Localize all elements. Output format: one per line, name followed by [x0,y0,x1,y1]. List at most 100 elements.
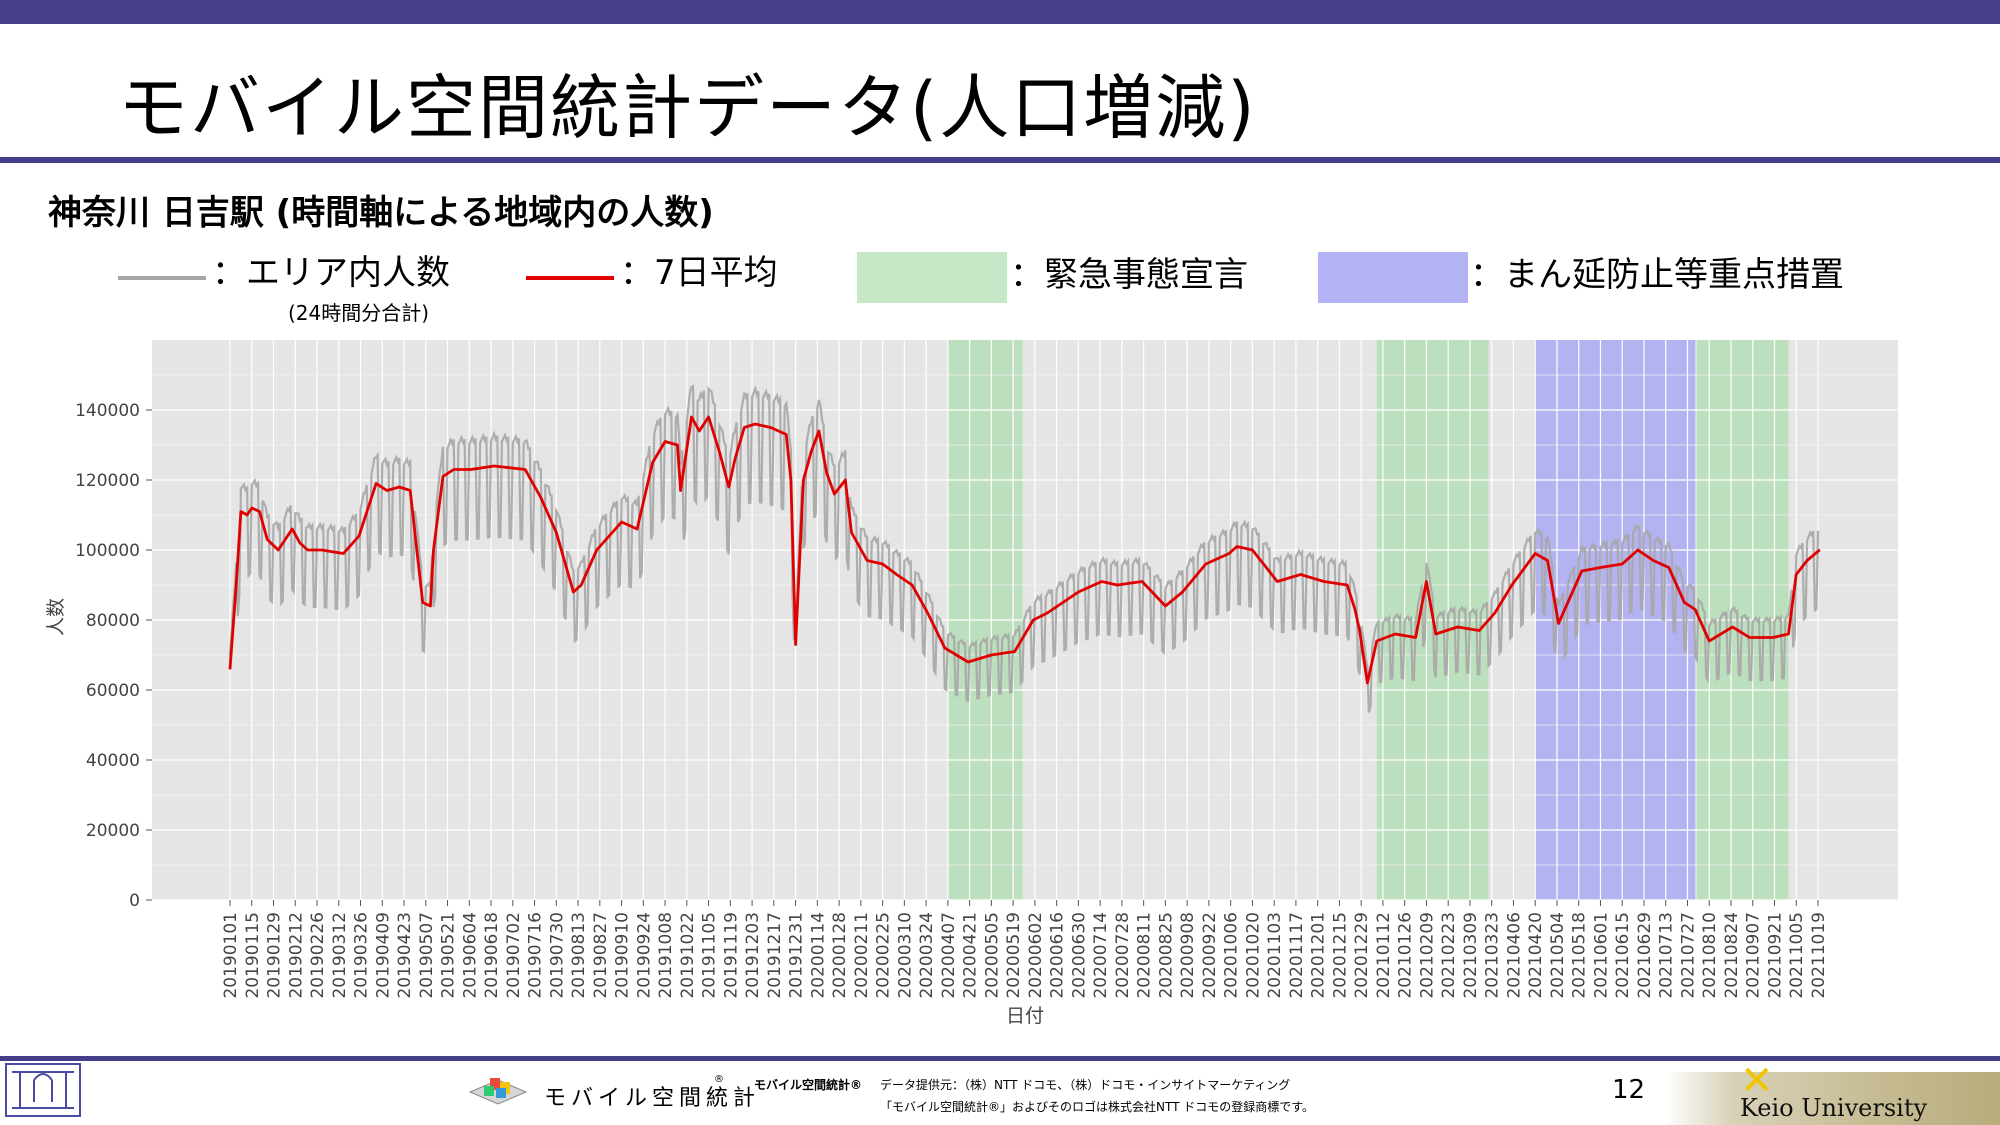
avg-point [802,479,805,481]
avg-point [1534,552,1537,555]
x-tick-label: 20210406 [1504,912,1524,999]
avg-point [1511,584,1513,586]
x-tick-label: 20190507 [417,912,437,999]
avg-point [1425,580,1428,583]
y-tick-label: 80000 [86,611,140,631]
legend-emergency-label: ：緊急事態宣言 [1010,255,1248,295]
x-tick-label: 20210126 [1396,912,1416,999]
x-tick-label: 20190716 [526,912,546,999]
x-tick-label: 20200908 [1178,912,1198,999]
avg-point [421,601,424,604]
avg-point [470,468,472,471]
x-tick-label: 20190129 [265,912,285,999]
avg-point [258,510,261,513]
avg-point [1694,608,1697,611]
x-tick-label: 20201229 [1352,912,1372,999]
avg-point [1787,633,1790,635]
x-tick-label: 20210420 [1526,912,1546,999]
avg-point [676,444,679,446]
x-tick-label: 20211005 [1787,912,1807,999]
avg-point [754,423,756,425]
avg-point [895,573,898,576]
avg-point [1141,580,1143,583]
avg-point [1236,545,1238,548]
avg-point [299,542,301,544]
x-tick-label: 20210309 [1461,912,1481,999]
avg-point [1077,591,1080,593]
avg-point [1456,626,1459,628]
x-tick-label: 20191022 [678,912,698,999]
avg-point [1636,549,1639,551]
y-tick-label: 120000 [75,471,140,491]
x-tick-label: 20200324 [917,912,937,999]
avg-point [1204,563,1207,565]
avg-point [651,461,654,464]
avg-point [1599,566,1602,569]
x-tick-label: 20190618 [482,912,502,999]
page-number: 12 [1612,1075,1646,1105]
avg-point [707,416,710,418]
avg-point [398,486,401,488]
x-tick-label: 20200310 [895,912,915,999]
x-tick-label: 20190827 [591,912,611,999]
x-tick-label: 20200811 [1135,912,1155,999]
x-tick-label: 20190604 [460,912,480,999]
avg-point [572,591,575,593]
x-tick-label: 20210112 [1374,912,1394,999]
mobile-stats-logo-text: モバイル空間統計 [544,1086,761,1111]
series-area-population-line [228,384,1820,713]
x-tick-label: 20200225 [874,912,894,999]
avg-point [291,528,293,530]
legend-raw-swatch [118,276,206,280]
avg-point [1366,682,1369,684]
avg-point [1346,584,1348,586]
footer-brand: モバイル空間統計® [754,1078,863,1092]
pen-mark-icon: ✕ [1740,1058,1774,1104]
avg-point [790,479,792,481]
avg-point [1478,629,1481,632]
avg-point [1557,622,1560,625]
x-tick-label: 20200602 [1026,912,1046,999]
x-tick-label: 20210713 [1657,912,1677,999]
avg-point [1683,601,1686,604]
avg-point [1708,640,1711,642]
avg-point [580,584,582,586]
x-tick-label: 20211019 [1809,912,1829,999]
avg-point [358,535,360,537]
avg-point [1358,629,1361,632]
x-tick-label: 20190813 [569,912,589,999]
mobile-stats-logo-reg: ® [714,1074,724,1085]
x-tick-label: 20201103 [1265,912,1285,999]
avg-point [810,451,812,453]
avg-point [1818,549,1821,551]
x-tick-label: 20210615 [1613,912,1633,999]
avg-point [277,549,279,551]
x-tick-label: 20210810 [1700,912,1720,999]
legend-emergency-swatch [857,252,1007,303]
y-tick-label: 60000 [86,681,140,701]
avg-point [493,465,495,467]
avg-point [866,559,868,562]
title-rule [0,157,2000,163]
x-tick-label: 20201201 [1309,912,1329,999]
y-tick-label: 0 [129,891,140,911]
x-tick-label: 20200519 [1004,912,1024,999]
avg-point [1181,591,1184,593]
legend-priority-swatch [1318,252,1468,303]
footer-trademark: 「モバイル空間統計®」およびそのロゴは株式会社NTT ドコモの登録商標です。 [880,1100,1315,1114]
avg-point [1100,580,1103,583]
x-tick-label: 20200407 [939,912,959,999]
x-axis-label: 日付 [1006,1005,1044,1027]
avg-point [718,451,721,453]
x-tick-label: 20191231 [787,912,807,999]
avg-point [240,510,242,513]
y-tick-label: 140000 [75,401,140,421]
x-tick-label: 20201117 [1287,912,1307,999]
avg-point [911,584,913,586]
avg-point [1228,552,1230,555]
x-tick-label: 20200825 [1156,912,1176,999]
avg-point [690,416,693,418]
lab-logo [4,1062,82,1118]
avg-point [844,479,847,481]
x-tick-label: 20200630 [1069,912,1089,999]
